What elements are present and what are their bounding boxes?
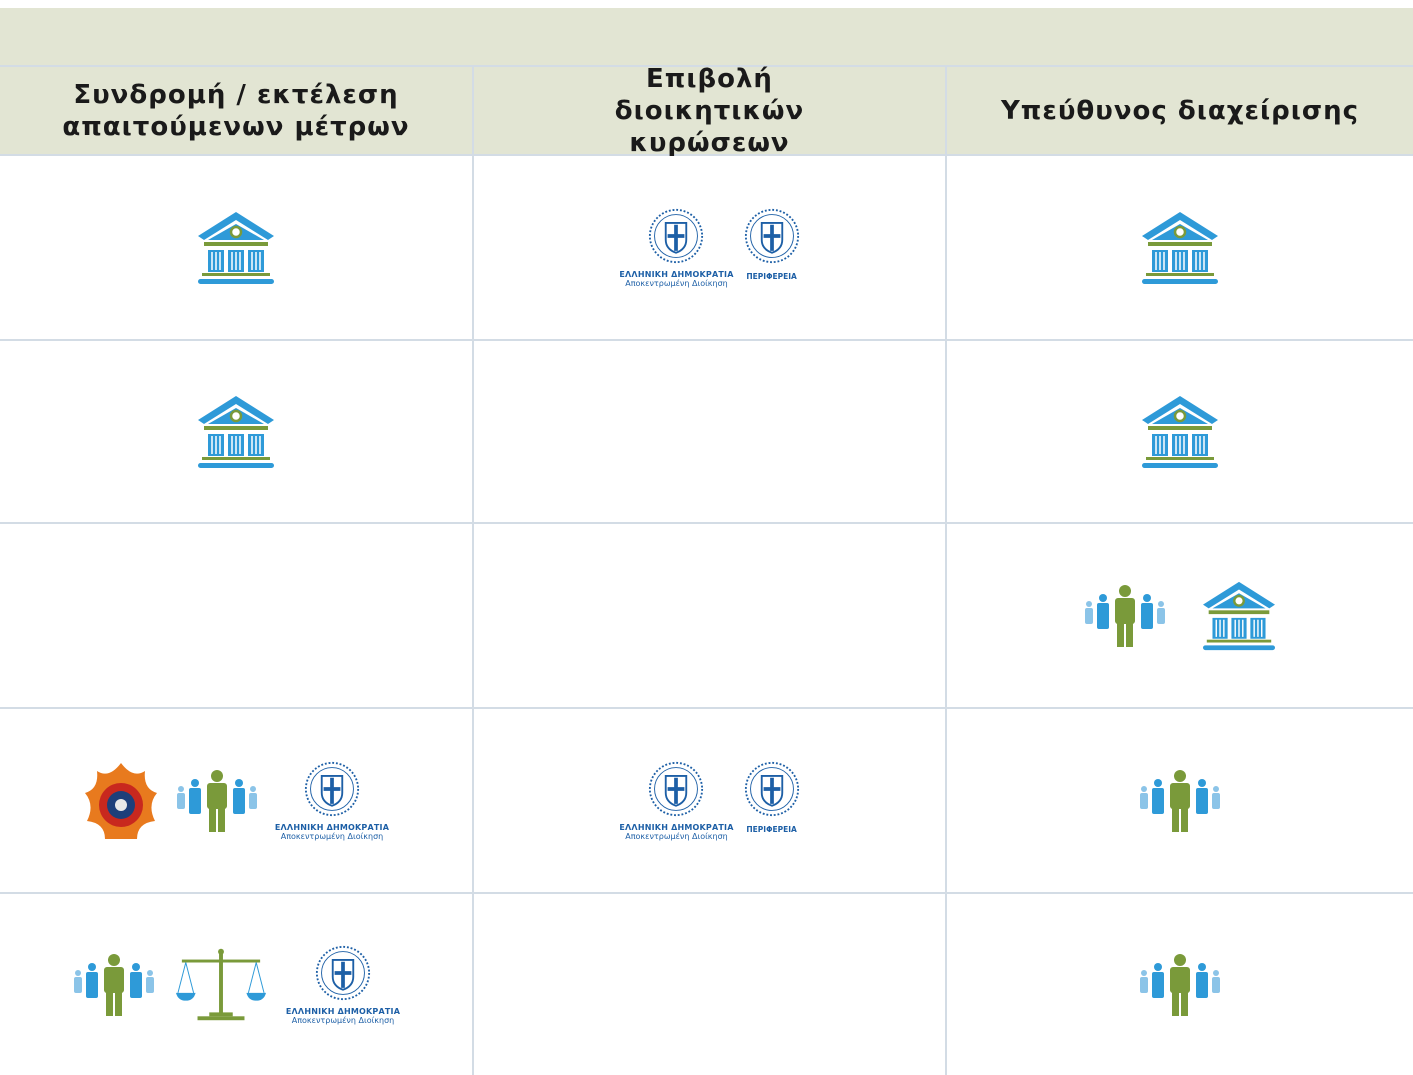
emblem-title: ΕΛΛΗΝΙΚΗ ΔΗΜΟΚΡΑΤΙΑ [619, 822, 734, 832]
cell: ΕΛΛΗΝΙΚΗ ΔΗΜΟΚΡΑΤΙΑ Αποκεντρωμένη Διοίκησ… [0, 894, 472, 1075]
emblem-title: ΕΛΛΗΝΙΚΗ ΔΗΜΟΚΡΑΤΙΑ [274, 822, 390, 832]
cell [474, 524, 945, 707]
emblem: ΕΛΛΗΝΙΚΗ ΔΗΜΟΚΡΑΤΙΑ Αποκεντρωμένη Διοίκησ… [275, 761, 389, 841]
emblem-region: ΠΕΡΙΦΕΡΕΙΑ [746, 824, 797, 834]
cell [0, 524, 472, 707]
emblem-title: ΕΛΛΗΝΙΚΗ ΔΗΜΟΚΡΑΤΙΑ [619, 269, 734, 279]
cell [947, 156, 1413, 339]
cell [947, 894, 1413, 1075]
emblem: ΠΕΡΙΦΕΡΕΙΑ [744, 761, 800, 834]
building-icon [1140, 210, 1220, 286]
cell [0, 341, 472, 522]
cell: ΕΛΛΗΝΙΚΗ ΔΗΜΟΚΡΑΤΙΑ Αποκεντρωμένη Διοίκησ… [474, 709, 945, 892]
building-icon [1140, 394, 1220, 470]
justice-icon [176, 947, 266, 1023]
cell: ΕΛΛΗΝΙΚΗ ΔΗΜΟΚΡΑΤΙΑ Αποκεντρωμένη Διοίκησ… [474, 156, 945, 339]
emblem-pair: ΕΛΛΗΝΙΚΗ ΔΗΜΟΚΡΑΤΙΑ Αποκεντρωμένη Διοίκησ… [619, 208, 799, 288]
building-icon [1201, 580, 1277, 652]
building-icon [196, 394, 276, 470]
emblem-subtitle: Αποκεντρωμένη Διοίκηση [291, 1015, 395, 1025]
emblem-region: ΠΕΡΙΦΕΡΕΙΑ [746, 271, 797, 281]
people-icon [1138, 769, 1222, 833]
header-cell: Υπεύθυνος διαχείρισης [947, 67, 1413, 154]
building-icon [196, 210, 276, 286]
emblem: ΠΕΡΙΦΕΡΕΙΑ [744, 208, 800, 281]
header-cell: Επιβολή διοικητικών κυρώσεων [474, 64, 945, 158]
emblem-subtitle: Αποκεντρωμένη Διοίκηση [625, 278, 728, 288]
people-icon [1083, 584, 1167, 648]
cell [474, 894, 945, 1075]
cell [947, 709, 1413, 892]
emblem: ΕΛΛΗΝΙΚΗ ΔΗΜΟΚΡΑΤΙΑ Αποκεντρωμένη Διοίκησ… [286, 945, 400, 1025]
people-icon [175, 769, 259, 833]
emblem-title: ΕΛΛΗΝΙΚΗ ΔΗΜΟΚΡΑΤΙΑ [285, 1006, 401, 1016]
people-icon [72, 953, 156, 1017]
people-icon [1138, 953, 1222, 1017]
fire-service-icon [83, 761, 159, 841]
table: Συνδρομή / εκτέλεση απαιτούμενων μέτρων … [0, 8, 1413, 1075]
top-band [0, 8, 1413, 65]
cell [474, 341, 945, 522]
cell [0, 156, 472, 339]
cell: ΕΛΛΗΝΙΚΗ ΔΗΜΟΚΡΑΤΙΑ Αποκεντρωμένη Διοίκησ… [0, 709, 472, 892]
header-cell: Συνδρομή / εκτέλεση απαιτούμενων μέτρων [0, 67, 472, 154]
cell [947, 341, 1413, 522]
emblem-subtitle: Αποκεντρωμένη Διοίκηση [280, 831, 384, 841]
cell [947, 524, 1413, 707]
emblem-subtitle: Αποκεντρωμένη Διοίκηση [625, 831, 728, 841]
emblem: ΕΛΛΗΝΙΚΗ ΔΗΜΟΚΡΑΤΙΑ Αποκεντρωμένη Διοίκησ… [619, 208, 733, 288]
emblem: ΕΛΛΗΝΙΚΗ ΔΗΜΟΚΡΑΤΙΑ Αποκεντρωμένη Διοίκησ… [619, 761, 733, 841]
emblem-pair: ΕΛΛΗΝΙΚΗ ΔΗΜΟΚΡΑΤΙΑ Αποκεντρωμένη Διοίκησ… [619, 761, 799, 841]
